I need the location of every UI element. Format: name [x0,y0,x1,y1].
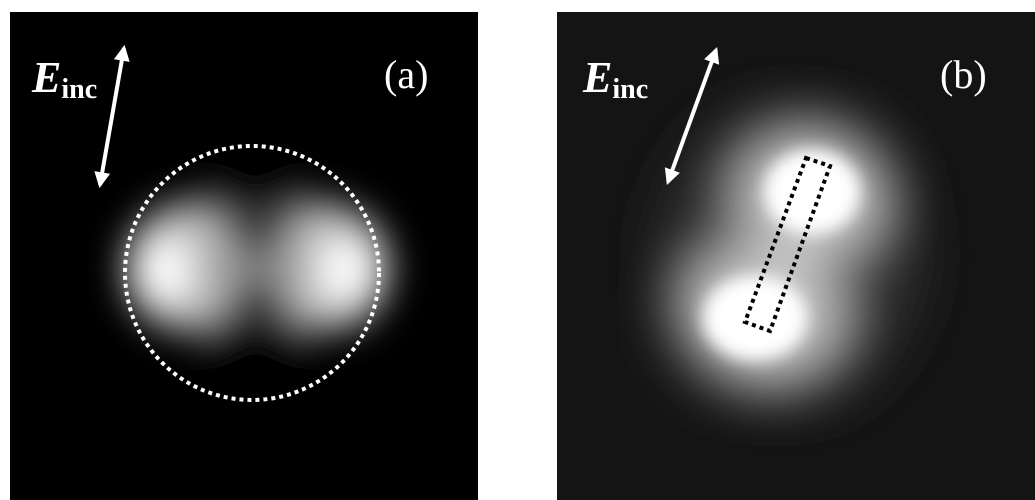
panel-label: (a) [384,52,428,97]
field-subscript: inc [61,74,97,105]
intensity-map [660,105,920,405]
field-subscript: inc [612,74,648,105]
figure: Einc (a) Einc (b) [0,0,1035,500]
panel-b: Einc (b) [557,12,1035,500]
field-symbol: E [582,53,612,102]
field-symbol: E [31,53,61,102]
panel-label: (b) [940,52,987,97]
panel-a: Einc (a) [10,12,478,500]
